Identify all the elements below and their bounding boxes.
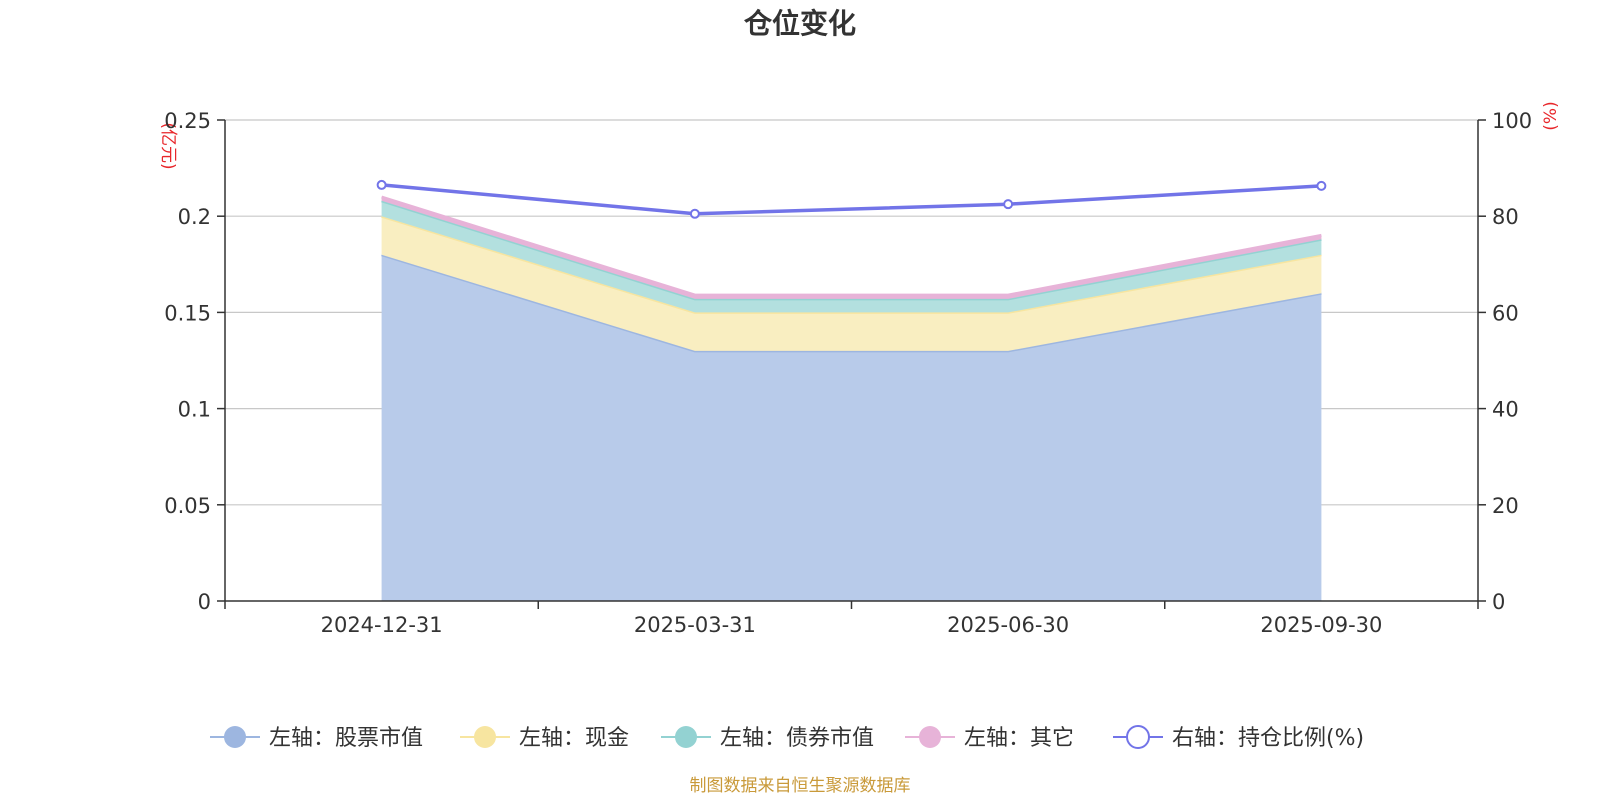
left-axis-tick-label: 0.2 <box>178 205 211 229</box>
ratio-line-point <box>1316 180 1327 191</box>
area-series-1 <box>381 216 1322 351</box>
legend-item[interactable]: 右轴：持仓比例(%) <box>1113 725 1364 751</box>
ratio-line <box>376 179 1327 219</box>
legend-label: 左轴：现金 <box>519 726 629 751</box>
data-source-note: 制图数据来自恒生聚源数据库 <box>690 776 911 796</box>
x-axis-tick-label: 2025-03-31 <box>634 613 756 637</box>
legend-label: 右轴：持仓比例(%) <box>1172 726 1364 751</box>
x-axis-tick-label: 2024-12-31 <box>321 613 443 637</box>
ratio-line-path <box>381 183 1322 216</box>
ratio-line-point <box>1003 199 1014 210</box>
left-axis-tick-label: 0.15 <box>164 301 211 325</box>
legend-marker <box>1126 725 1150 749</box>
left-axis-tick-label: 0.1 <box>178 398 211 422</box>
legend[interactable]: 左轴：股票市值 左轴：现金 左轴：债券市值 左轴：其它 右轴：持仓比例(%) <box>210 725 1364 751</box>
x-axis-tick-label: 2025-06-30 <box>947 613 1069 637</box>
area-series-edge-3 <box>381 195 1322 297</box>
right-axis-tick-label: 0 <box>1492 590 1505 614</box>
axes: 0 0.05 0.1 0.15 0.2 0.25 0 20 40 60 80 100 2024-12-3… <box>164 109 1532 637</box>
legend-item[interactable]: 左轴：现金 <box>460 726 629 751</box>
legend-marker <box>474 726 496 748</box>
left-axis-tick-label: 0.05 <box>164 494 211 518</box>
right-axis-tick-label: 20 <box>1492 494 1519 518</box>
ratio-line-point <box>376 179 387 190</box>
area-series-0 <box>381 254 1322 601</box>
area-series-3 <box>381 197 1322 299</box>
legend-marker <box>675 726 697 748</box>
stacked-areas <box>381 195 1322 601</box>
legend-item[interactable]: 左轴：股票市值 <box>210 726 423 751</box>
legend-marker <box>919 726 941 748</box>
left-axis-unit: (亿元) <box>158 122 178 169</box>
right-axis-tick-label: 100 <box>1492 109 1532 133</box>
x-axis-tick-label: 2025-09-30 <box>1260 613 1382 637</box>
right-axis-tick-label: 80 <box>1492 205 1519 229</box>
left-axis-tick-label: 0 <box>198 590 211 614</box>
right-axis-tick-label: 40 <box>1492 398 1519 422</box>
chart-title: 仓位变化 <box>744 7 856 40</box>
right-axis-unit: (%) <box>1541 101 1561 130</box>
legend-item[interactable]: 左轴：其它 <box>905 726 1074 751</box>
legend-marker <box>224 726 246 748</box>
ratio-line-point <box>689 208 700 219</box>
left-axis-tick-label: 0.25 <box>164 109 211 133</box>
legend-label: 左轴：股票市值 <box>269 726 423 751</box>
legend-label: 左轴：其它 <box>964 726 1074 751</box>
legend-label: 左轴：债券市值 <box>720 726 874 751</box>
right-axis-tick-label: 60 <box>1492 301 1519 325</box>
legend-item[interactable]: 左轴：债券市值 <box>661 726 874 751</box>
